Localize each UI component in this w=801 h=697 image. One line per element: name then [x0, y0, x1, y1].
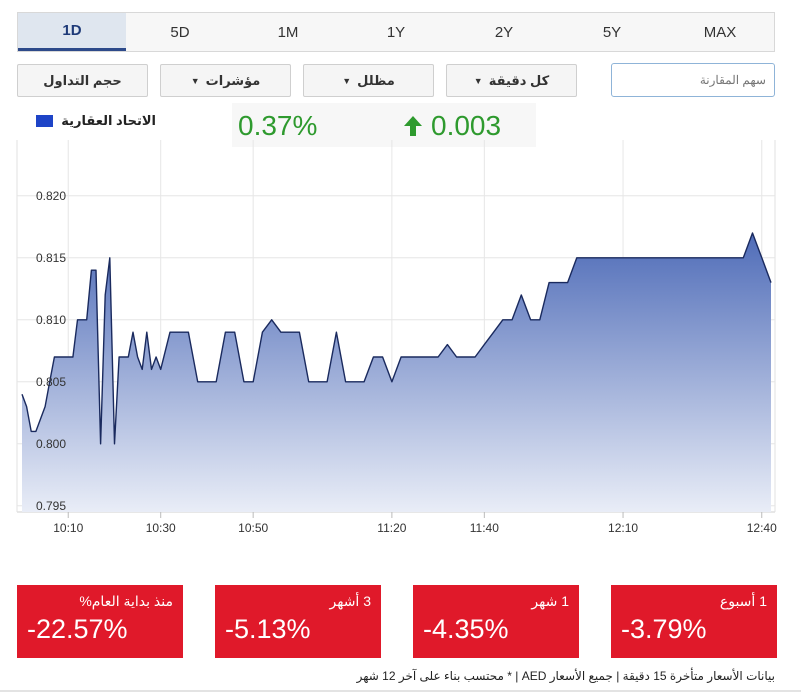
range-tabs: 1D 5D 1M 1Y 2Y 5Y MAX	[17, 12, 775, 52]
chart-legend: الاتحاد العقارية	[36, 113, 156, 129]
tab-5d[interactable]: 5D	[170, 23, 190, 41]
perf-1-week: 1 أسبوع -3.79%	[611, 585, 777, 658]
chevron-down-icon: ▼	[190, 75, 200, 86]
series-area	[22, 233, 771, 512]
y-tick-label: 0.805	[36, 375, 66, 389]
stats-panel	[232, 103, 536, 147]
tab-max[interactable]: MAX	[703, 23, 737, 41]
y-tick-label: 0.795	[36, 499, 66, 513]
x-tick-label: 11:20	[377, 521, 406, 535]
perf-value: -5.13%	[225, 614, 311, 644]
x-tick-label: 10:30	[146, 521, 176, 535]
perf-1-month: 1 شهر -4.35%	[413, 585, 579, 658]
indicators-dropdown[interactable]: مؤشرات ▼	[160, 64, 291, 97]
series-line	[21, 232, 772, 445]
perf-label: 1 أسبوع	[719, 593, 767, 609]
y-tick-label: 0.820	[36, 189, 66, 203]
legend-swatch	[36, 115, 54, 127]
volume-label: حجم التداول	[43, 72, 122, 88]
chevron-down-icon: ▼	[342, 75, 352, 86]
perf-label: 3 أشهر	[329, 593, 371, 609]
compare-stock-input[interactable]	[611, 63, 775, 97]
y-tick-label: 0.815	[36, 251, 66, 265]
price-change: 0.003	[403, 110, 501, 142]
x-tick-label: 11:40	[470, 521, 499, 535]
tab-1y[interactable]: 1Y	[386, 23, 406, 41]
perf-label: 1 شهر	[531, 593, 569, 609]
shaded-label: مظلل	[357, 72, 395, 88]
price-chart: 0.795 0.800 0.805 0.810 0.815 0.820 10:10 10:30…	[16, 140, 777, 535]
tab-1d[interactable]: 1D	[18, 13, 126, 51]
perf-value: -3.79%	[621, 614, 707, 644]
footnote: بيانات الأسعار متأخرة 15 دقيقة | جميع ال…	[356, 669, 775, 683]
percent-change: 0.37%	[238, 110, 318, 141]
interval-label: كل دقيقة	[488, 72, 550, 88]
shaded-dropdown[interactable]: مظلل ▼	[303, 64, 434, 97]
tab-1m[interactable]: 1M	[277, 23, 299, 41]
perf-ytd: منذ بداية العام% -22.57%	[17, 585, 183, 658]
price-change-value: 0.003	[431, 110, 502, 141]
divider	[0, 690, 801, 692]
y-tick-label: 0.800	[36, 437, 66, 451]
arrow-up-icon	[404, 116, 422, 136]
perf-value: -22.57%	[27, 614, 128, 644]
indicators-label: مؤشرات	[205, 72, 261, 88]
x-tick-label: 10:50	[238, 521, 268, 535]
perf-value: -4.35%	[423, 614, 509, 644]
tab-2y[interactable]: 2Y	[494, 23, 514, 41]
volume-button[interactable]: حجم التداول	[17, 64, 148, 97]
chevron-down-icon: ▼	[473, 75, 483, 86]
x-tick-label: 12:10	[608, 521, 638, 535]
x-tick-label: 10:10	[53, 521, 83, 535]
y-tick-label: 0.810	[36, 313, 66, 327]
perf-label: منذ بداية العام%	[79, 593, 173, 609]
perf-3-months: 3 أشهر -5.13%	[215, 585, 381, 658]
legend-label: الاتحاد العقارية	[61, 113, 156, 128]
interval-dropdown[interactable]: كل دقيقة ▼	[446, 64, 577, 97]
tab-5y[interactable]: 5Y	[602, 23, 622, 41]
x-tick-label: 12:40	[747, 521, 777, 535]
